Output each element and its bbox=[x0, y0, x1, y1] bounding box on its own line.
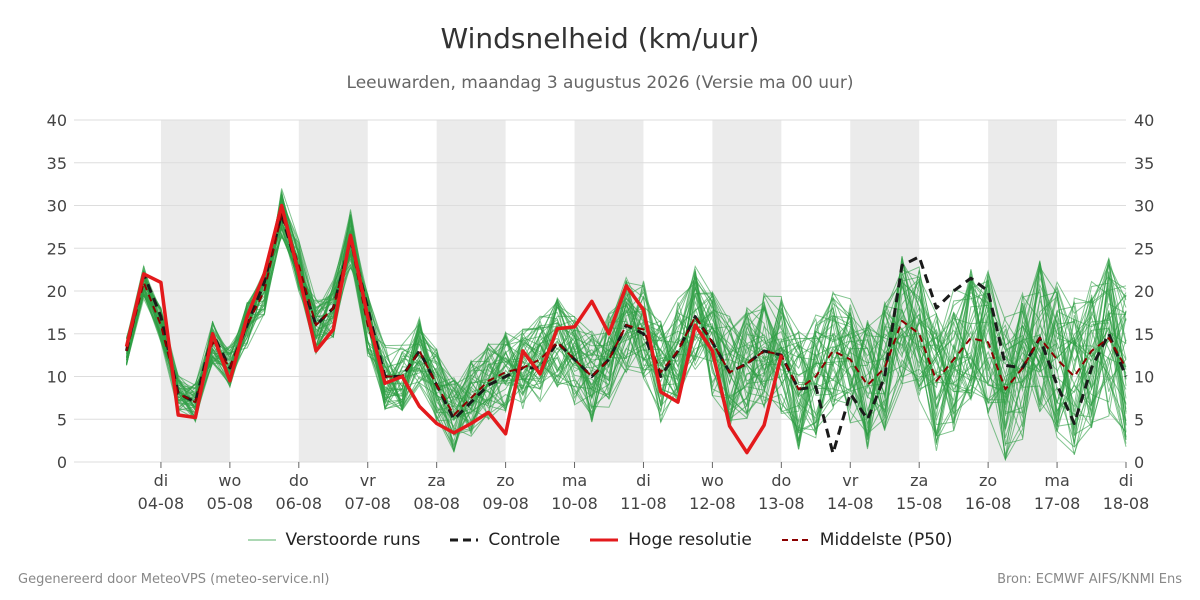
y-tick-label-left: 40 bbox=[47, 111, 67, 130]
ensemble-run-line bbox=[126, 197, 1127, 461]
x-tick-date: 18-08 bbox=[1103, 494, 1150, 513]
y-tick-label-left: 0 bbox=[57, 453, 67, 472]
x-tick-date: 15-08 bbox=[896, 494, 943, 513]
x-tick-day: vr bbox=[360, 471, 376, 490]
y-tick-label-right: 35 bbox=[1134, 154, 1154, 173]
x-tick-day: ma bbox=[562, 471, 587, 490]
y-tick-label-right: 5 bbox=[1134, 410, 1144, 429]
legend-label: Hoge resolutie bbox=[628, 530, 752, 550]
footer-credit: Gegenereerd door MeteoVPS (meteo-service… bbox=[18, 572, 330, 587]
x-tick-date: 14-08 bbox=[827, 494, 874, 513]
hires-line bbox=[124, 203, 783, 455]
footer-source: Bron: ECMWF AIFS/KNMI Ens bbox=[997, 572, 1182, 587]
y-tick-label-right: 30 bbox=[1134, 197, 1154, 216]
x-tick-date: 13-08 bbox=[758, 494, 805, 513]
legend: Verstoorde runs Controle Hoge resolutie … bbox=[0, 530, 1200, 550]
y-tick-label-right: 40 bbox=[1134, 111, 1154, 130]
axes: 0 0 5 5 10 10 15 15 20 20 25 25 30 30 35 35 40 40 di 04-08 w… bbox=[47, 111, 1155, 513]
x-tick-day: za bbox=[428, 471, 446, 490]
legend-item-hires[interactable]: Hoge resolutie bbox=[590, 530, 752, 550]
y-tick-label-right: 20 bbox=[1134, 282, 1154, 301]
x-tick-date: 12-08 bbox=[689, 494, 736, 513]
ensemble-run-line bbox=[126, 198, 1127, 454]
ensemble-run-line bbox=[126, 223, 1127, 453]
x-tick-day: di bbox=[1119, 471, 1134, 490]
x-tick-day: zo bbox=[979, 471, 997, 490]
y-tick-label-left: 20 bbox=[47, 282, 67, 301]
x-tick-day: vr bbox=[842, 471, 858, 490]
x-tick-date: 09-08 bbox=[482, 494, 529, 513]
x-tick-date: 08-08 bbox=[413, 494, 460, 513]
x-tick-day: wo bbox=[218, 471, 241, 490]
y-tick-label-left: 35 bbox=[47, 154, 67, 173]
x-tick-day: wo bbox=[701, 471, 724, 490]
ensemble-run-line bbox=[126, 217, 1127, 441]
legend-item-control[interactable]: Controle bbox=[450, 530, 560, 550]
y-tick-label-left: 30 bbox=[47, 197, 67, 216]
x-tick-date: 16-08 bbox=[965, 494, 1012, 513]
legend-item-p50[interactable]: Middelste (P50) bbox=[781, 530, 953, 550]
legend-label: Controle bbox=[488, 530, 561, 550]
x-tick-date: 06-08 bbox=[276, 494, 323, 513]
x-tick-day: ma bbox=[1044, 471, 1069, 490]
x-tick-date: 07-08 bbox=[344, 494, 391, 513]
ensemble-run-line bbox=[126, 199, 1127, 428]
x-tick-date: 11-08 bbox=[620, 494, 667, 513]
x-tick-day: za bbox=[910, 471, 928, 490]
y-tick-label-right: 0 bbox=[1134, 453, 1144, 472]
chart-title: Windsnelheid (km/uur) bbox=[440, 22, 760, 55]
x-tick-day: di bbox=[636, 471, 651, 490]
x-tick-day: di bbox=[154, 471, 169, 490]
legend-label: Middelste (P50) bbox=[819, 530, 953, 550]
x-tick-date: 10-08 bbox=[551, 494, 598, 513]
y-tick-label-left: 10 bbox=[47, 368, 67, 387]
y-tick-label-left: 25 bbox=[47, 239, 67, 258]
legend-item-ensemble[interactable]: Verstoorde runs bbox=[247, 530, 421, 550]
y-tick-label-right: 25 bbox=[1134, 239, 1154, 258]
y-tick-label-left: 15 bbox=[47, 325, 67, 344]
legend-label: Verstoorde runs bbox=[285, 530, 421, 550]
x-tick-date: 17-08 bbox=[1034, 494, 1081, 513]
y-tick-label-right: 10 bbox=[1134, 368, 1154, 387]
x-tick-day: zo bbox=[497, 471, 515, 490]
y-tick-label-right: 15 bbox=[1134, 325, 1154, 344]
main-series bbox=[124, 203, 1128, 455]
x-tick-date: 04-08 bbox=[138, 494, 185, 513]
x-tick-day: do bbox=[289, 471, 309, 490]
x-tick-day: do bbox=[771, 471, 791, 490]
chart-subtitle: Leeuwarden, maandag 3 augustus 2026 (Ver… bbox=[346, 73, 854, 93]
x-tick-date: 05-08 bbox=[207, 494, 254, 513]
y-tick-label-left: 5 bbox=[57, 410, 67, 429]
